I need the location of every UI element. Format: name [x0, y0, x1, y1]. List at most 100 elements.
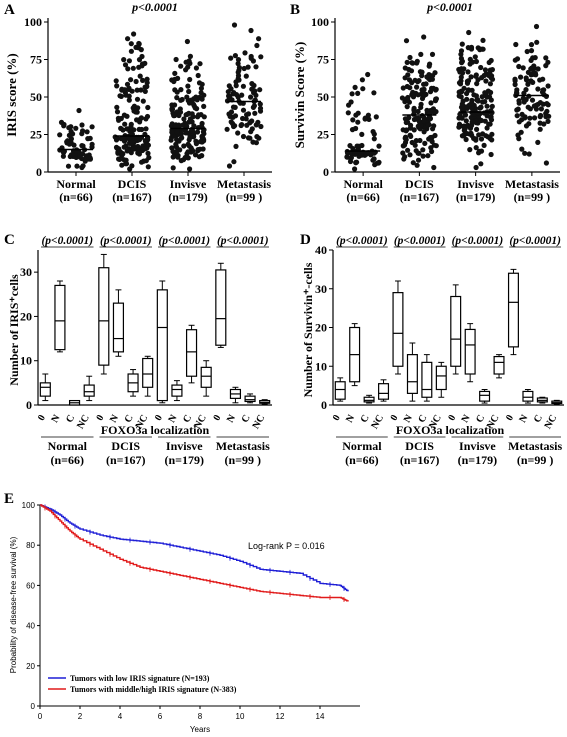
- data-point: [243, 73, 249, 79]
- data-point: [489, 103, 495, 109]
- data-point: [457, 111, 463, 117]
- data-point: [169, 107, 175, 113]
- data-point: [530, 70, 537, 76]
- data-point: [118, 115, 124, 122]
- data-point: [406, 66, 412, 73]
- data-point: [191, 123, 197, 129]
- data-point: [125, 147, 131, 153]
- data-point: [524, 48, 530, 55]
- data-point: [121, 57, 127, 63]
- data-point: [128, 48, 134, 54]
- data-point: [185, 98, 191, 104]
- data-point: [195, 148, 201, 154]
- data-point: [258, 54, 264, 60]
- y-tick-label: 40: [26, 622, 35, 631]
- data-point: [480, 37, 486, 44]
- data-point: [489, 67, 495, 73]
- data-point: [414, 60, 420, 66]
- y-tick-label: 100: [311, 15, 329, 29]
- data-point: [350, 117, 356, 123]
- data-point: [371, 131, 377, 137]
- box: [185, 329, 198, 377]
- data-point: [228, 109, 235, 115]
- data-point: [126, 58, 132, 64]
- data-point: [429, 148, 435, 155]
- data-point: [484, 125, 490, 131]
- group-label: Metastasis: [505, 177, 559, 191]
- data-point: [523, 97, 529, 103]
- data-point: [431, 142, 437, 148]
- data-point: [430, 126, 436, 132]
- data-point: [80, 128, 86, 134]
- data-point: [168, 137, 174, 143]
- data-point: [354, 159, 360, 165]
- y-tick-label: 0: [31, 702, 36, 711]
- data-point: [112, 134, 118, 140]
- data-point: [462, 125, 468, 131]
- data-point: [116, 146, 122, 152]
- data-point: [140, 77, 146, 83]
- data-point: [420, 153, 426, 159]
- y-tick-label: 25: [30, 128, 42, 142]
- data-point: [68, 152, 74, 158]
- data-point: [478, 161, 484, 167]
- data-point: [516, 98, 522, 104]
- data-point: [231, 159, 237, 165]
- data-point: [57, 132, 63, 138]
- category-label: NC: [251, 413, 268, 431]
- y-tick-label: 0: [323, 165, 329, 179]
- data-point: [174, 89, 180, 95]
- box: [421, 361, 433, 398]
- data-point: [178, 97, 184, 103]
- y-tick-label: 75: [317, 53, 329, 67]
- data-point: [145, 164, 151, 170]
- data-point: [405, 147, 411, 153]
- data-point: [145, 150, 151, 156]
- data-point: [487, 70, 493, 77]
- data-point: [139, 126, 145, 133]
- data-point: [175, 75, 181, 81]
- x-tick-label: 2: [78, 712, 83, 721]
- data-point: [233, 143, 239, 149]
- data-point: [87, 135, 93, 141]
- data-point: [134, 96, 141, 102]
- data-point: [189, 147, 195, 153]
- x-tick-label: 10: [236, 712, 245, 721]
- y-tick-label: 10: [20, 354, 32, 368]
- data-point: [226, 83, 232, 89]
- y-tick-label: 0: [321, 398, 327, 412]
- box: [378, 383, 390, 400]
- data-point: [537, 120, 543, 126]
- data-point: [121, 112, 127, 118]
- data-point: [136, 137, 143, 143]
- data-point: [240, 133, 247, 140]
- data-point: [198, 85, 204, 91]
- data-point: [537, 126, 543, 132]
- data-point: [129, 163, 135, 169]
- data-point: [408, 133, 414, 139]
- data-point: [530, 79, 536, 85]
- data-point: [527, 106, 534, 112]
- data-point: [410, 60, 416, 66]
- box: [215, 269, 227, 346]
- data-point: [173, 122, 179, 128]
- y-tick-label: 25: [317, 128, 329, 142]
- data-point: [254, 42, 260, 49]
- data-point: [488, 57, 494, 64]
- data-point: [543, 114, 549, 120]
- data-point: [404, 83, 410, 90]
- box: [171, 384, 183, 397]
- data-point: [169, 129, 175, 135]
- data-point: [458, 94, 464, 100]
- data-point: [194, 129, 201, 135]
- data-point: [131, 31, 137, 37]
- category-label: N: [517, 412, 531, 424]
- data-point: [425, 122, 431, 128]
- data-point: [247, 119, 253, 125]
- category-label: C: [532, 413, 545, 425]
- data-point: [126, 97, 132, 103]
- data-point: [462, 112, 469, 118]
- data-point: [233, 79, 239, 85]
- category-label: 0: [389, 413, 401, 423]
- data-point: [122, 62, 129, 68]
